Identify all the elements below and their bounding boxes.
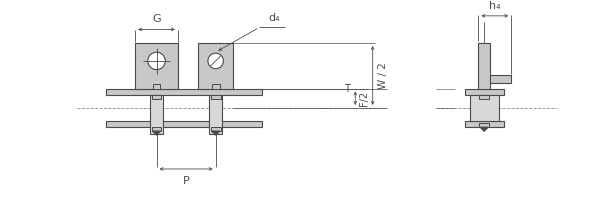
Bar	[152, 84, 160, 89]
Text: h₄: h₄	[489, 1, 500, 11]
Bar	[152, 95, 161, 99]
Polygon shape	[480, 127, 488, 131]
Bar	[490, 75, 511, 83]
Bar	[209, 95, 223, 134]
Text: F/2: F/2	[359, 91, 369, 106]
Bar	[135, 43, 178, 89]
Bar	[465, 121, 503, 127]
Polygon shape	[152, 131, 160, 135]
Bar	[470, 95, 499, 121]
Text: T: T	[344, 84, 349, 94]
Text: P: P	[183, 176, 190, 186]
Bar	[106, 121, 262, 127]
Bar	[479, 123, 489, 127]
Bar	[198, 43, 233, 89]
Text: G: G	[152, 14, 161, 24]
Bar	[465, 89, 503, 95]
Text: d₄: d₄	[268, 13, 280, 23]
Text: W / 2: W / 2	[377, 62, 388, 89]
Bar	[150, 95, 163, 134]
Ellipse shape	[208, 53, 223, 69]
Bar	[211, 127, 221, 131]
Polygon shape	[212, 131, 220, 135]
Bar	[212, 84, 220, 89]
Bar	[106, 89, 262, 95]
Bar	[152, 127, 161, 131]
Ellipse shape	[148, 52, 165, 70]
Bar	[478, 43, 490, 89]
Bar	[211, 95, 221, 99]
Bar	[479, 95, 489, 99]
